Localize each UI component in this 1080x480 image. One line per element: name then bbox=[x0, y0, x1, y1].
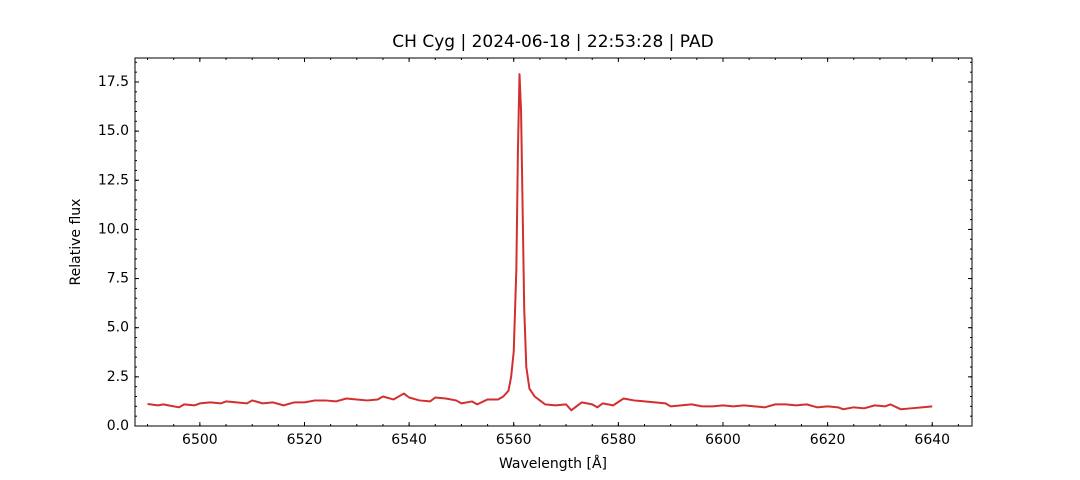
y-tick-label: 17.5 bbox=[98, 74, 129, 90]
y-tick-label: 0.0 bbox=[107, 418, 129, 434]
y-tick-label: 10.0 bbox=[98, 221, 129, 237]
y-tick-label: 5.0 bbox=[107, 320, 129, 336]
y-tick-label: 7.5 bbox=[107, 271, 129, 287]
spectrum-line bbox=[147, 73, 933, 412]
x-tick-label: 6520 bbox=[287, 432, 323, 448]
x-tick-label: 6640 bbox=[914, 432, 950, 448]
y-tick-label: 15.0 bbox=[98, 123, 129, 139]
x-axis-label: Wavelength [Å] bbox=[499, 455, 607, 472]
y-tick-label: 2.5 bbox=[107, 369, 129, 385]
plot-frame bbox=[134, 57, 973, 427]
chart-title: CH Cyg | 2024-06-18 | 22:53:28 | PAD bbox=[392, 32, 713, 52]
y-axis-label: Relative flux bbox=[68, 199, 84, 286]
x-tick-label: 6620 bbox=[810, 432, 846, 448]
x-tick-label: 6580 bbox=[601, 432, 637, 448]
x-tick-label: 6600 bbox=[705, 432, 741, 448]
x-tick-label: 6540 bbox=[391, 432, 427, 448]
x-tick-label: 6560 bbox=[496, 432, 532, 448]
y-tick-label: 12.5 bbox=[98, 172, 129, 188]
x-tick-label: 6500 bbox=[182, 432, 218, 448]
